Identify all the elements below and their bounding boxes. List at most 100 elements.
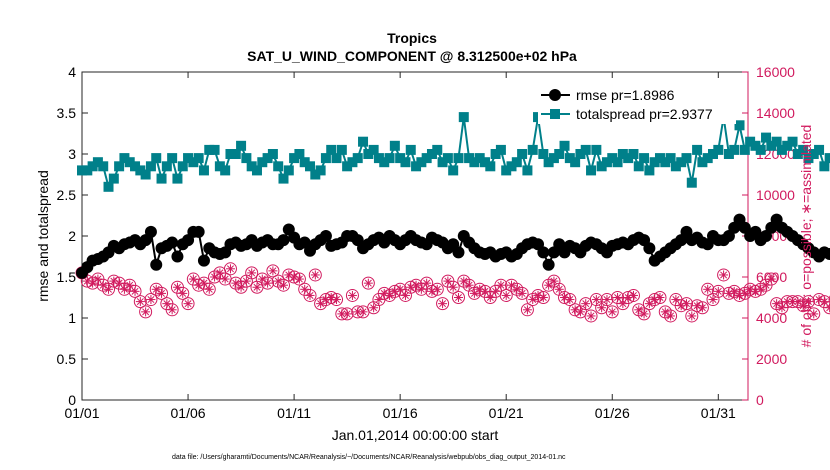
totalspread-point xyxy=(734,120,745,131)
totalspread-point xyxy=(151,153,162,164)
assimilated-star-stroke xyxy=(672,296,680,304)
assimilated-obs-point xyxy=(294,274,304,284)
totalspread-point xyxy=(617,149,628,159)
rmse-point xyxy=(150,258,163,271)
assimilated-obs-point xyxy=(793,297,803,307)
possible-obs-point xyxy=(637,307,651,321)
totalspread-point xyxy=(570,157,581,168)
totalspread-point xyxy=(368,144,379,155)
possible-obs-point xyxy=(324,291,338,304)
assimilated-obs-point xyxy=(188,274,198,284)
totalspread-point xyxy=(761,132,772,143)
assimilated-star-stroke xyxy=(333,296,341,304)
assimilated-obs-point xyxy=(517,288,527,298)
totalspread-point xyxy=(787,136,798,147)
assimilated-obs-point xyxy=(332,295,342,305)
possible-obs-point xyxy=(717,268,731,282)
totalspread-point xyxy=(766,140,777,151)
assimilated-obs-point xyxy=(88,278,98,288)
assimilated-obs-point xyxy=(411,280,421,290)
possible-obs-point xyxy=(520,303,534,317)
assimilated-star-stroke xyxy=(311,271,319,279)
possible-obs-point xyxy=(303,288,317,302)
totalspread-point xyxy=(135,165,146,176)
totalspread-point xyxy=(654,153,665,164)
rmse-point xyxy=(823,248,830,261)
assimilated-obs-point xyxy=(687,311,697,321)
totalspread-point xyxy=(193,153,204,164)
assimilated-obs-point xyxy=(581,299,591,309)
assimilated-obs-point xyxy=(549,276,559,286)
rmse-point xyxy=(643,242,656,255)
possible-obs-point xyxy=(558,291,572,304)
totalspread-point xyxy=(697,157,708,168)
assimilated-star-stroke xyxy=(576,308,584,316)
assimilated-star-stroke xyxy=(667,312,675,320)
totalspread-point xyxy=(490,149,501,159)
totalspread-point xyxy=(586,165,597,176)
assimilated-star-stroke xyxy=(264,279,272,287)
totalspread-point xyxy=(426,149,437,159)
assimilated-star-stroke xyxy=(497,281,505,289)
totalspread-point xyxy=(183,153,194,164)
assimilated-obs-point xyxy=(803,297,813,307)
assimilated-star-stroke xyxy=(173,283,181,291)
possible-obs-point xyxy=(319,293,333,307)
totalspread-point xyxy=(729,144,740,155)
possible-obs-point xyxy=(144,293,158,307)
totalspread-point xyxy=(103,181,114,192)
assimilated-obs-point xyxy=(225,264,235,274)
assimilated-star-stroke xyxy=(269,267,277,275)
y-right-tick-label: 10000 xyxy=(756,187,795,203)
possible-obs-point xyxy=(648,293,662,307)
assimilated-star-stroke xyxy=(370,304,378,312)
totalspread-point xyxy=(739,144,750,155)
totalspread-point xyxy=(188,157,199,168)
assimilated-star-stroke xyxy=(645,300,653,308)
totalspread-point xyxy=(389,140,400,151)
assimilated-star-stroke xyxy=(587,312,595,320)
assimilated-star-stroke xyxy=(449,283,457,291)
y-left-tick-label: 0 xyxy=(68,392,76,408)
assimilated-star-stroke xyxy=(820,298,828,306)
totalspread-point xyxy=(145,161,156,172)
totalspread-point xyxy=(326,144,337,155)
left-axis: 0 0.5 1 1.5 2 2.5 3 3.5 4 xyxy=(57,64,88,408)
totalspread-point xyxy=(448,165,459,176)
totalspread-point xyxy=(543,157,554,168)
possible-obs-point xyxy=(626,288,640,302)
totalspread-point xyxy=(92,157,103,168)
possible-obs-point xyxy=(817,295,830,309)
possible-obs-point xyxy=(473,282,487,296)
assimilated-obs-point xyxy=(666,311,676,321)
assimilated-obs-point xyxy=(395,284,405,294)
possible-obs-point xyxy=(584,309,598,323)
totalspread-point xyxy=(395,153,406,164)
possible-obs-point xyxy=(430,282,444,296)
totalspread-point xyxy=(596,161,607,172)
totalspread-point xyxy=(411,161,422,172)
assimilated-star-stroke xyxy=(396,285,404,293)
assimilated-star-stroke xyxy=(301,285,309,293)
totalspread-point xyxy=(320,153,331,164)
assimilated-star-stroke xyxy=(343,310,351,318)
possible-obs-point xyxy=(133,295,147,309)
assimilated-obs-point xyxy=(740,288,750,298)
assimilated-obs-point xyxy=(777,303,787,313)
totalspread-point xyxy=(400,157,411,168)
totalspread-point xyxy=(745,136,756,147)
totalspread-point xyxy=(347,157,358,168)
possible-obs-point xyxy=(340,307,354,321)
legend-marker-totalspread xyxy=(550,109,560,119)
assimilated-star-stroke xyxy=(120,285,128,293)
totalspread-point xyxy=(273,161,284,172)
assimilated-obs-point xyxy=(125,280,135,290)
totalspread-point xyxy=(522,165,533,176)
possible-obs-point xyxy=(425,284,439,298)
possible-obs-point xyxy=(568,303,582,317)
totalspread-point xyxy=(639,153,650,164)
totalspread-point xyxy=(251,165,262,176)
assimilated-star-stroke xyxy=(423,279,431,287)
assimilated-obs-point xyxy=(135,297,145,307)
assimilated-obs-point xyxy=(119,284,129,294)
